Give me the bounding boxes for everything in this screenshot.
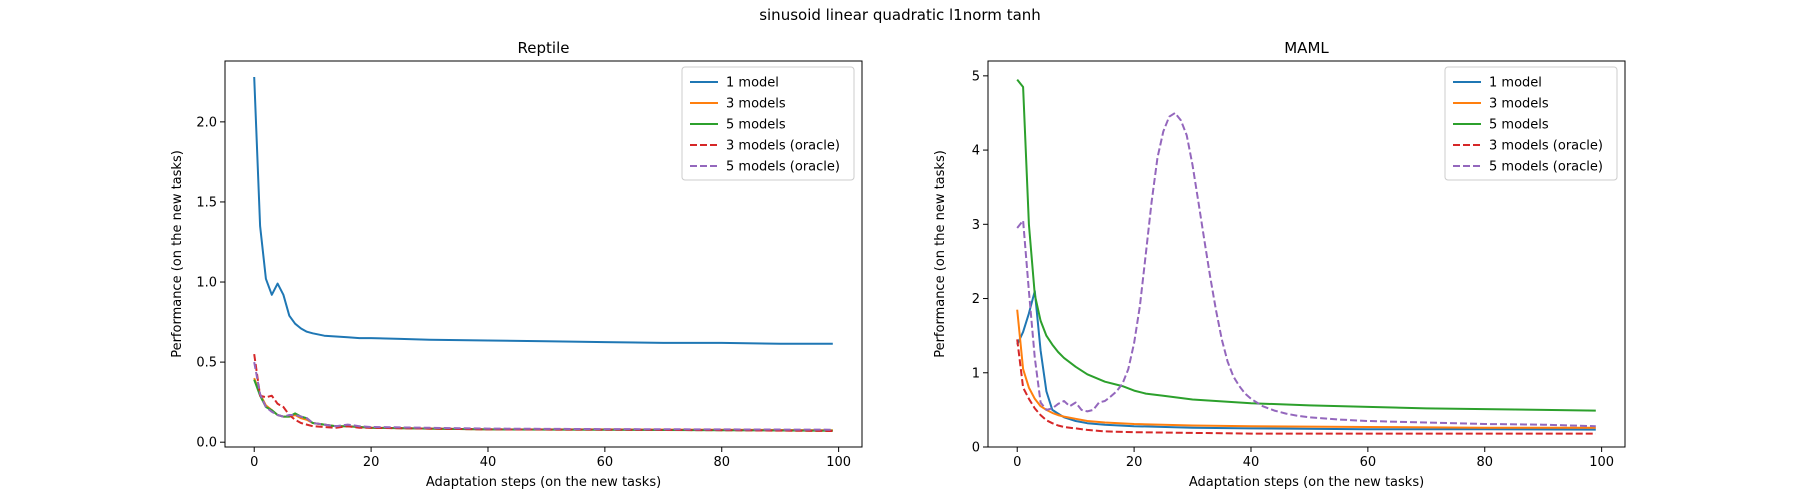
y-tick-label: 5 bbox=[972, 69, 980, 84]
series-line-3-models bbox=[253, 377, 833, 432]
legend-label: 5 models bbox=[726, 118, 786, 133]
x-tick-label: 40 bbox=[1243, 455, 1260, 470]
y-tick-label: 1 bbox=[972, 366, 980, 381]
chart-title: MAML bbox=[1284, 39, 1329, 57]
series-line-5-models-oracle bbox=[1016, 112, 1596, 428]
y-tick-label: 1.5 bbox=[196, 195, 217, 210]
x-tick-label: 40 bbox=[480, 455, 497, 470]
legend-label: 5 models bbox=[1489, 118, 1549, 133]
y-tick-label: 0.0 bbox=[196, 436, 217, 451]
series-group bbox=[1016, 78, 1596, 435]
series-line-5-models bbox=[1016, 78, 1596, 412]
x-tick-label: 60 bbox=[597, 455, 614, 470]
series-group bbox=[253, 76, 833, 432]
y-tick-label: 1.0 bbox=[196, 276, 217, 291]
legend: 1 model 3 models 5 models 3 models (oracle)… bbox=[1444, 66, 1618, 181]
chart-title: Reptile bbox=[518, 39, 570, 57]
x-tick-label: 0 bbox=[250, 455, 258, 470]
x-tick-label: 80 bbox=[713, 455, 730, 470]
series-line-3-models-oracle bbox=[253, 353, 833, 432]
legend-label: 3 models bbox=[1489, 97, 1549, 112]
plot-frame bbox=[224, 60, 863, 448]
legend: 1 model 3 models 5 models 3 models (oracle)… bbox=[681, 66, 855, 181]
x-axis-label: Adaptation steps (on the new tasks) bbox=[1189, 475, 1424, 490]
chart-reptile: Reptile 0 20 40 60 80 100 0.0 0.5 1.0 1.5 2.0 Adapta… bbox=[170, 39, 863, 490]
y-tick-label: 4 bbox=[972, 144, 980, 159]
series-line-5-models-oracle bbox=[253, 361, 833, 431]
series-line-3-models bbox=[1016, 309, 1596, 429]
legend-label: 3 models (oracle) bbox=[1489, 139, 1603, 154]
legend-label: 1 model bbox=[726, 76, 779, 91]
series-line-5-models bbox=[253, 379, 833, 432]
series-line-1-model bbox=[253, 76, 833, 345]
plot-frame bbox=[987, 60, 1626, 448]
y-axis-label: Performance (on the new tasks) bbox=[933, 150, 948, 358]
legend-label: 3 models bbox=[726, 97, 786, 112]
x-tick-label: 0 bbox=[1013, 455, 1021, 470]
x-tick-label: 100 bbox=[1589, 455, 1614, 470]
y-axis-label: Performance (on the new tasks) bbox=[170, 150, 185, 358]
chart-maml: MAML 0 20 40 60 80 100 0 1 2 3 4 5 Adaptation steps (… bbox=[933, 39, 1626, 490]
legend-box bbox=[681, 66, 855, 181]
legend-label: 3 models (oracle) bbox=[726, 139, 840, 154]
x-axis-label: Adaptation steps (on the new tasks) bbox=[426, 475, 661, 490]
legend-box bbox=[1444, 66, 1618, 181]
y-tick-label: 3 bbox=[972, 218, 980, 233]
legend-label: 5 models (oracle) bbox=[726, 160, 840, 175]
series-line-3-models-oracle bbox=[1016, 339, 1596, 435]
y-tick-label: 0.5 bbox=[196, 356, 217, 371]
figure-title: sinusoid linear quadratic l1norm tanh bbox=[759, 6, 1041, 24]
legend-label: 1 model bbox=[1489, 76, 1542, 91]
x-tick-label: 100 bbox=[826, 455, 851, 470]
y-tick-label: 2.0 bbox=[196, 115, 217, 130]
x-tick-label: 80 bbox=[1476, 455, 1493, 470]
x-tick-label: 60 bbox=[1360, 455, 1377, 470]
y-tick-label: 2 bbox=[972, 292, 980, 307]
x-tick-label: 20 bbox=[363, 455, 380, 470]
legend-label: 5 models (oracle) bbox=[1489, 160, 1603, 175]
x-tick-label: 20 bbox=[1126, 455, 1143, 470]
y-tick-label: 0 bbox=[972, 441, 980, 456]
